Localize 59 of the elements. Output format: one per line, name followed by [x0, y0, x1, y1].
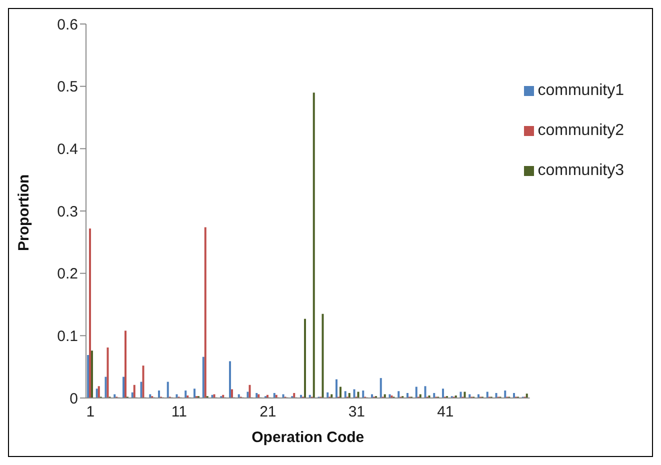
bar: [344, 391, 346, 398]
y-axis-title: Proportion: [15, 174, 32, 251]
bar: [362, 390, 364, 398]
bar: [87, 354, 89, 398]
bar: [98, 386, 100, 398]
bar: [158, 390, 160, 398]
bar: [406, 393, 408, 398]
bar: [96, 388, 98, 398]
x-tick-label: 41: [437, 404, 454, 421]
bar: [442, 388, 444, 398]
bar: [166, 382, 169, 398]
x-axis-title: Operation Code: [252, 429, 364, 446]
bar: [142, 366, 144, 398]
bar: [140, 382, 142, 398]
bar: [340, 386, 342, 398]
bar: [104, 376, 107, 398]
bar: [526, 394, 528, 398]
bar: [322, 314, 324, 398]
y-tick-label: 0.1: [57, 328, 78, 345]
bar: [204, 227, 206, 398]
y-tick-label: 0.6: [57, 16, 78, 34]
legend-label: community1: [538, 82, 624, 99]
x-tick-label: 31: [348, 404, 366, 421]
bar: [194, 388, 196, 398]
bar: [398, 391, 400, 398]
bar: [91, 350, 93, 398]
bar: [353, 389, 356, 398]
bar: [348, 393, 350, 398]
bar: [202, 356, 204, 398]
bar: [106, 348, 109, 398]
bar: [122, 376, 124, 398]
bar: [231, 389, 233, 398]
bar: [229, 361, 231, 398]
bar: [293, 393, 296, 398]
legend-label: community3: [538, 162, 624, 179]
y-tick-label: 0.3: [57, 203, 78, 220]
bar: [124, 330, 126, 398]
x-tick-label: 11: [171, 404, 187, 421]
bar: [424, 386, 426, 398]
bar: [415, 386, 418, 398]
bar: [184, 390, 187, 398]
bar: [312, 92, 315, 398]
y-tick-label: 0.2: [57, 266, 78, 283]
y-tick-label: 0.4: [57, 140, 78, 158]
bar: [380, 378, 382, 398]
bar: [248, 384, 251, 398]
bar: [513, 393, 515, 398]
y-tick-label: 0: [70, 390, 78, 408]
bar: [433, 393, 436, 398]
x-tick-label: 21: [260, 404, 276, 421]
bar: [336, 379, 338, 398]
bar: [504, 390, 506, 398]
bar: [304, 318, 306, 398]
y-tick-label: 0.5: [57, 78, 78, 96]
legend-label: community2: [538, 122, 624, 139]
x-tick-label: 1: [86, 404, 95, 421]
bar: [133, 384, 136, 398]
bar: [89, 228, 91, 398]
bar: [495, 393, 498, 398]
